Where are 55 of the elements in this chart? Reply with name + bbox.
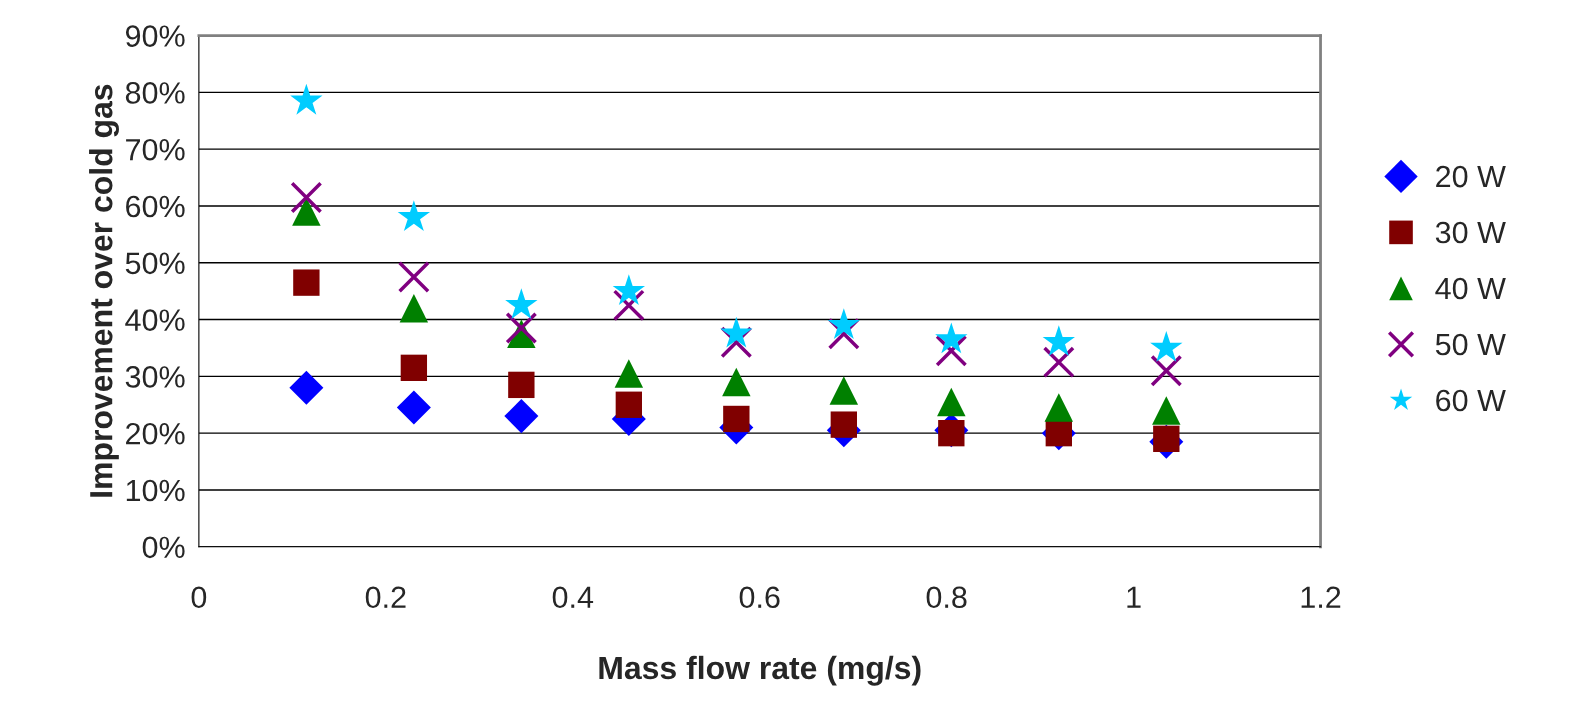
point [396, 390, 431, 425]
point [508, 371, 535, 399]
point [722, 367, 751, 397]
point [1042, 325, 1075, 357]
x-axis-title: Mass flow rate (mg/s) [599, 655, 921, 686]
legend-label: 20 W [1436, 165, 1506, 188]
x-tick-label: 0.2 [365, 586, 406, 609]
point [399, 293, 429, 323]
point [1044, 393, 1074, 422]
point [397, 260, 430, 293]
x-tick-label: 1.2 [1301, 586, 1341, 608]
legend-label: 40 W [1435, 277, 1506, 300]
point [397, 200, 431, 232]
y-tick-label: 0% [142, 536, 185, 559]
point [614, 359, 644, 388]
point [1042, 346, 1075, 379]
point [1150, 330, 1183, 362]
point [723, 405, 750, 433]
point [615, 391, 643, 418]
x-tick-label: 0 [191, 586, 207, 609]
point [1152, 396, 1181, 425]
point [505, 288, 538, 320]
legend-label: 60 W [1436, 389, 1506, 412]
point [830, 411, 857, 438]
point [829, 376, 859, 405]
point [290, 181, 323, 214]
point [827, 308, 860, 339]
point [935, 322, 968, 354]
point [612, 274, 646, 305]
y-tick-label: 70% [126, 138, 185, 161]
point [504, 399, 539, 434]
x-tick-label: 0.4 [552, 586, 594, 609]
legend-label: 30 W [1435, 221, 1506, 244]
point [1150, 354, 1183, 387]
x-tick-label: 0.8 [926, 586, 967, 609]
y-tick-label: 40% [125, 309, 185, 331]
x-tick-label: 0.6 [739, 586, 780, 609]
y-tick-label: 60% [126, 195, 185, 218]
x-tick-label: 1 [1127, 586, 1141, 608]
point [720, 316, 753, 348]
point [292, 197, 321, 226]
point [505, 312, 538, 345]
y-tick-label: 10% [126, 479, 185, 502]
point [289, 370, 324, 405]
point [937, 387, 966, 417]
y-tick-label: 30% [125, 366, 185, 388]
y-tick-label: 50% [125, 252, 185, 275]
legend-label: 50 W [1435, 333, 1506, 356]
point [400, 354, 428, 382]
y-tick-label: 80% [125, 82, 185, 104]
point [290, 83, 323, 115]
y-axis-title: Improvement over cold gas [89, 84, 119, 497]
point [293, 269, 320, 296]
y-tick-label: 90% [125, 25, 185, 47]
y-tick-label: 20% [126, 422, 185, 445]
